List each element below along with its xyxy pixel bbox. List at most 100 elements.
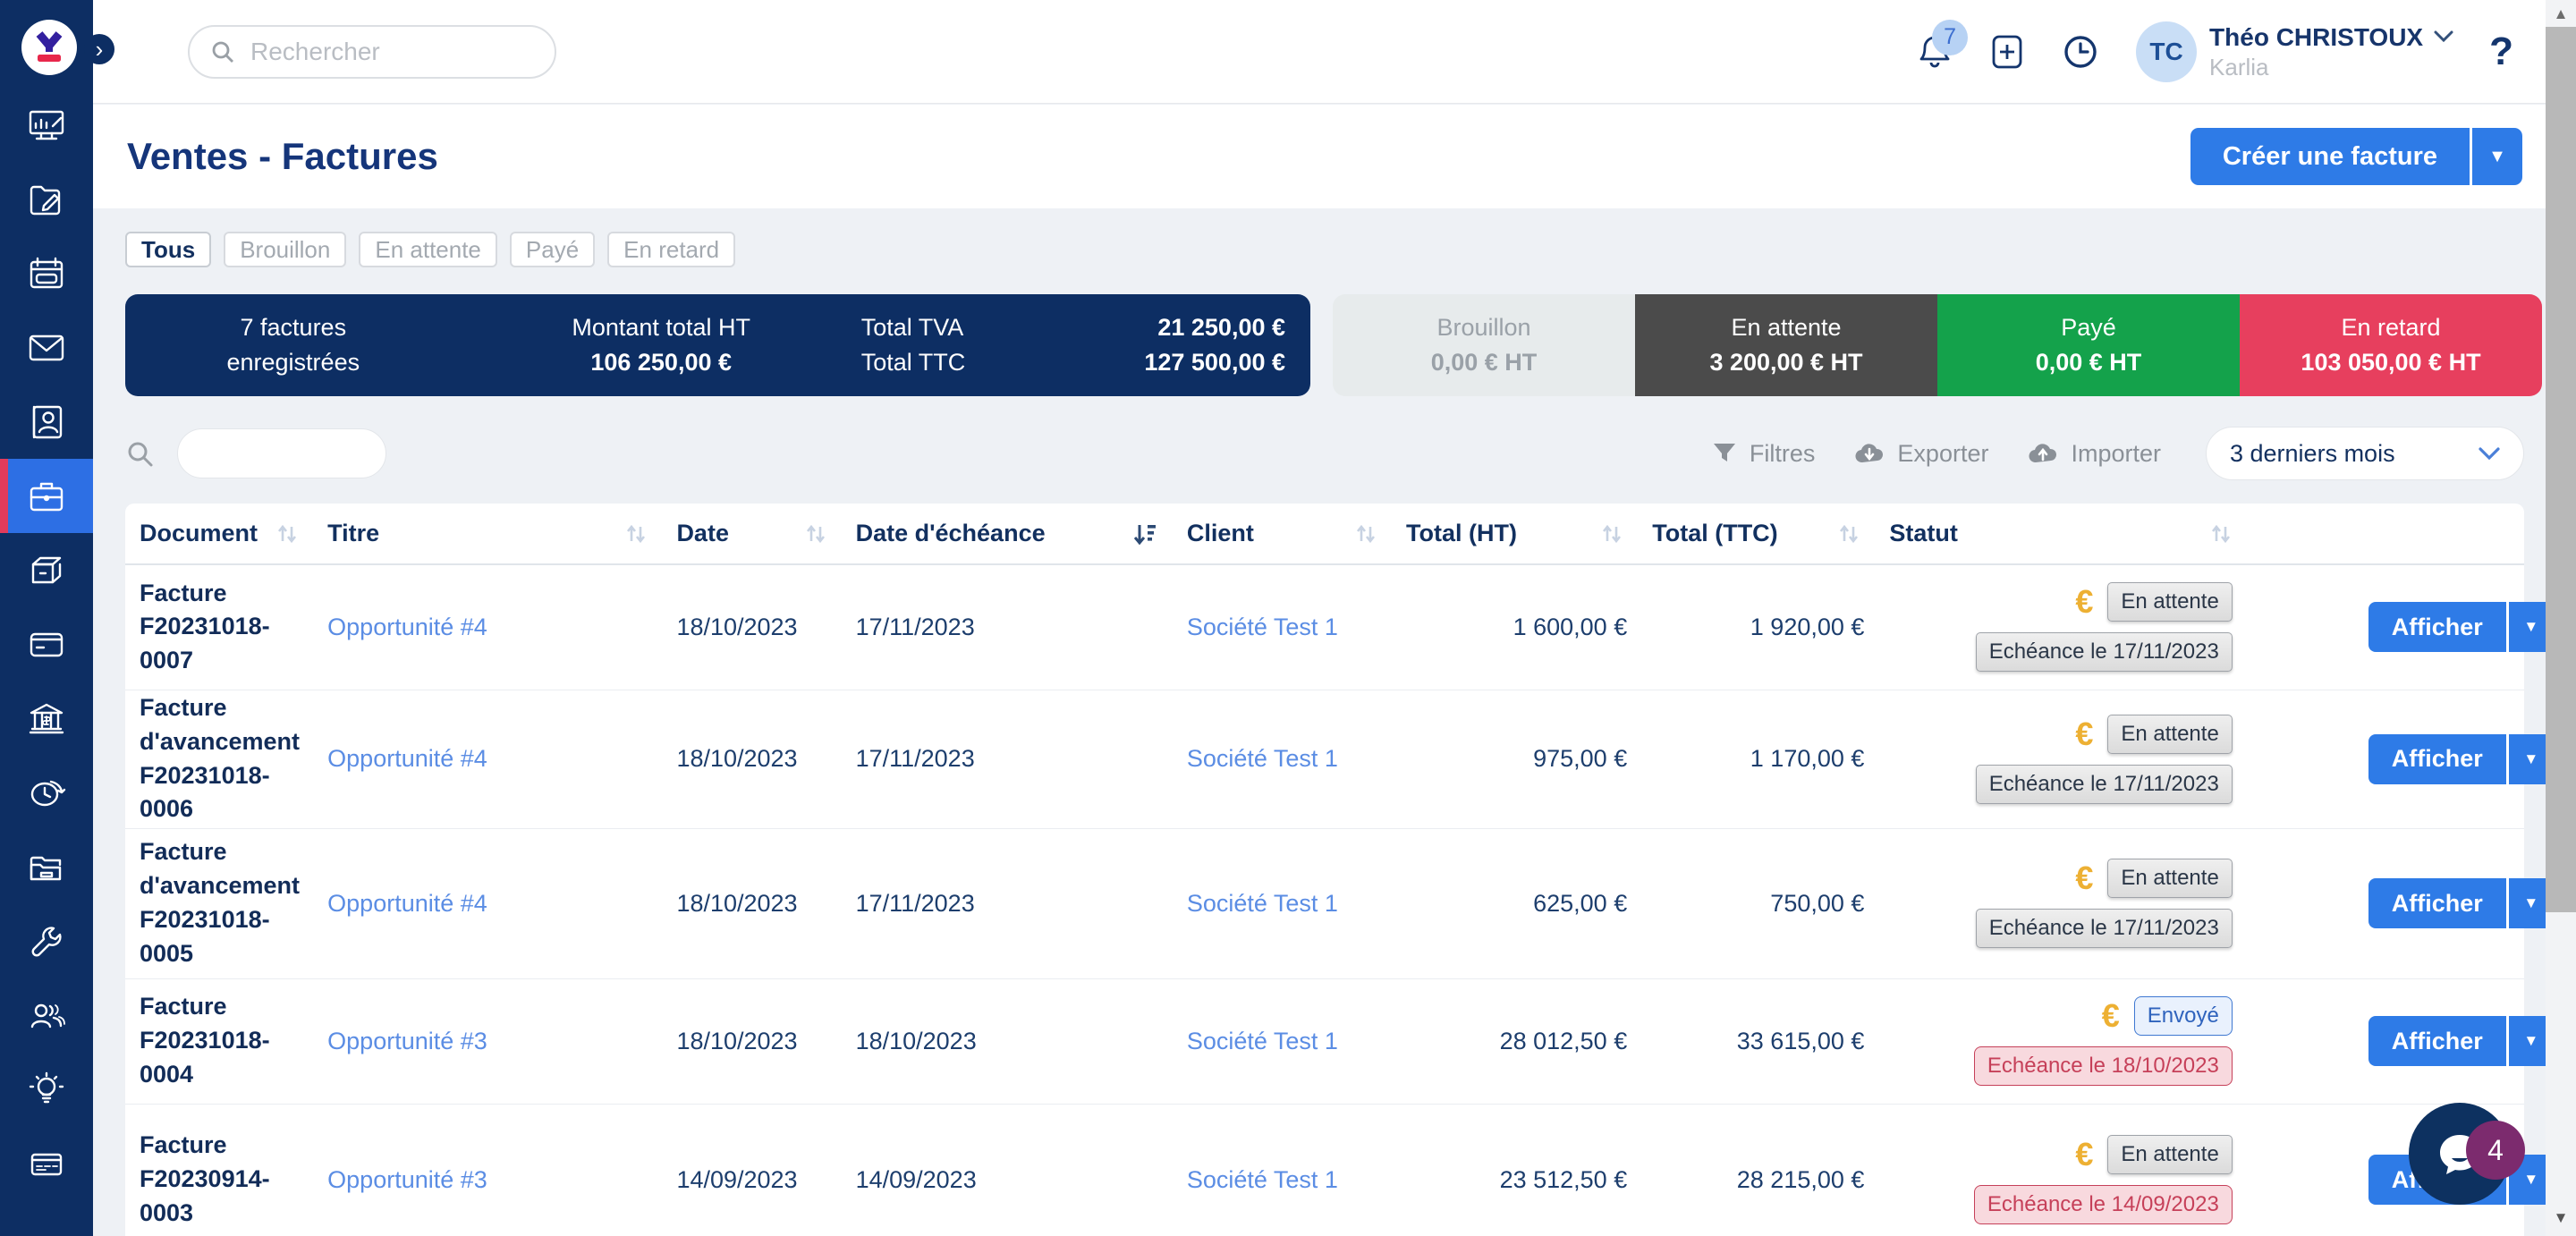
col-client[interactable]: Client [1172,504,1393,565]
tab-en-retard[interactable]: En retard [607,232,736,267]
total-ttc-cell: 33 615,00 € [1638,978,1876,1105]
titre-link[interactable]: Opportunité #4 [327,745,487,772]
karlia-logo[interactable] [21,20,77,75]
col-titre[interactable]: Titre [313,504,663,565]
table-row: Facture d'avancement F20231018-0006 Oppo… [125,690,2546,829]
notifications-button[interactable]: 7 [1916,19,1969,72]
history-button[interactable] [2061,32,2100,72]
sidebar-item-mail[interactable] [0,310,93,385]
client-link[interactable]: Société Test 1 [1186,613,1338,640]
col-total-ht[interactable]: Total (HT) [1392,504,1639,565]
total-ht-cell: 28 012,50 € [1392,978,1639,1105]
chat-widget-button[interactable]: 4 [2409,1103,2525,1205]
afficher-caret-button[interactable]: ▼ [2508,733,2546,784]
user-org: Karlia [2209,53,2269,80]
afficher-button[interactable]: Afficher [2368,1016,2506,1066]
sidebar-item-bank[interactable] [0,681,93,756]
client-link[interactable]: Société Test 1 [1186,745,1338,772]
scrollbar-thumb[interactable] [2546,27,2576,912]
plus-square-icon [1992,35,2022,68]
create-invoice-caret-button[interactable]: ▼ [2472,128,2522,185]
col-document[interactable]: Document [125,504,314,565]
user-menu[interactable]: TC Théo CHRISTOUX Karlia [2136,21,2453,82]
chevron-right-icon: › [95,35,104,63]
period-value: 3 derniers mois [2230,439,2395,467]
card-icon [30,632,64,656]
sort-icon[interactable] [1354,521,1377,546]
afficher-button[interactable]: Afficher [2368,733,2506,784]
titre-link[interactable]: Opportunité #4 [327,889,487,917]
titre-link[interactable]: Opportunité #3 [327,1165,487,1193]
tva-ttc-values: 21 250,00 € 127 500,00 € [1144,313,1285,376]
global-search[interactable] [188,24,556,79]
col-date[interactable]: Date [662,504,842,565]
date-cell: 14/09/2023 [662,1104,842,1236]
due-badge: Echéance le 17/11/2023 [1975,632,2233,673]
sidebar-item-sales[interactable] [0,459,93,533]
col-total-ttc[interactable]: Total (TTC) [1638,504,1876,565]
scrollbar-down-arrow[interactable]: ▼ [2553,1209,2569,1226]
sidebar-item-contacts[interactable] [0,385,93,459]
help-button[interactable]: ? [2489,29,2513,73]
tab-en-attente[interactable]: En attente [359,232,497,267]
period-select[interactable]: 3 derniers mois [2206,427,2524,480]
afficher-button[interactable]: Afficher [2368,602,2506,653]
tab-brouillon[interactable]: Brouillon [224,232,347,267]
tab-paye[interactable]: Payé [509,232,596,267]
afficher-button[interactable]: Afficher [2368,878,2506,928]
col-echeance[interactable]: Date d'échéance [841,504,1173,565]
sidebar-item-archive[interactable] [0,830,93,904]
table-row: Facture F20231018-0004 Opportunité #3 18… [125,978,2546,1105]
due-badge: Echéance le 17/11/2023 [1975,909,2233,948]
titre-link[interactable]: Opportunité #3 [327,1027,487,1054]
euro-icon: € [2101,997,2120,1034]
sort-icon[interactable] [624,521,648,546]
sidebar-item-dashboard[interactable] [0,88,93,162]
table-toolbar: Filtres Exporter Importer 3 derniers moi… [125,427,2524,480]
chevron-down-icon [2434,30,2453,43]
filters-button[interactable]: Filtres [1712,440,1815,468]
sort-icon[interactable] [1600,521,1623,546]
import-button[interactable]: Importer [2028,440,2161,468]
select-chevron-icon [2479,446,2500,460]
sidebar-item-card[interactable] [0,607,93,681]
col-statut[interactable]: Statut [1875,504,2354,565]
global-search-input[interactable] [250,37,519,66]
scrollbar-up-arrow[interactable]: ▲ [2553,5,2569,22]
sort-icon[interactable] [2209,521,2233,546]
sidebar-item-calendar[interactable] [0,236,93,310]
afficher-caret-button[interactable]: ▼ [2508,878,2546,928]
notification-count-badge: 7 [1932,19,1969,55]
client-link[interactable]: Société Test 1 [1186,1027,1338,1054]
due-badge: Echéance le 14/09/2023 [1973,1185,2233,1224]
sort-icon[interactable] [1837,521,1860,546]
status-filter-tabs: Tous Brouillon En attente Payé En retard [125,232,2524,267]
total-ht-cell: 1 600,00 € [1392,564,1639,690]
sidebar-item-time[interactable] [0,756,93,830]
sidebar-item-tools[interactable] [0,904,93,978]
sort-active-icon[interactable] [1131,521,1158,547]
sort-icon[interactable] [275,521,299,546]
tab-tous[interactable]: Tous [125,232,212,267]
sidebar-expand-button[interactable]: › [84,34,114,64]
page-scrollbar[interactable]: ▲ ▼ [2546,0,2576,1236]
sidebar-item-products[interactable] [0,533,93,607]
export-button[interactable]: Exporter [1854,440,1988,468]
client-link[interactable]: Société Test 1 [1186,889,1338,917]
table-search-input[interactable] [177,428,386,478]
client-link[interactable]: Société Test 1 [1186,1165,1338,1193]
sidebar-item-documents[interactable] [0,162,93,236]
team-icon [30,1003,65,1028]
summary-row: 7 factures enregistrées Montant total HT… [125,294,2542,396]
titre-link[interactable]: Opportunité #4 [327,613,487,640]
calendar-icon [30,257,64,288]
sidebar-item-team[interactable] [0,978,93,1053]
afficher-caret-button[interactable]: ▼ [2508,602,2546,653]
status-badge: En attente [2107,859,2233,898]
quick-add-button[interactable] [1989,32,2025,72]
sidebar-item-subscriptions[interactable] [0,1127,93,1201]
sidebar-item-ideas[interactable] [0,1053,93,1127]
create-invoice-button[interactable]: Créer une facture [2190,128,2470,185]
afficher-caret-button[interactable]: ▼ [2508,1016,2546,1066]
sort-icon[interactable] [804,521,827,546]
